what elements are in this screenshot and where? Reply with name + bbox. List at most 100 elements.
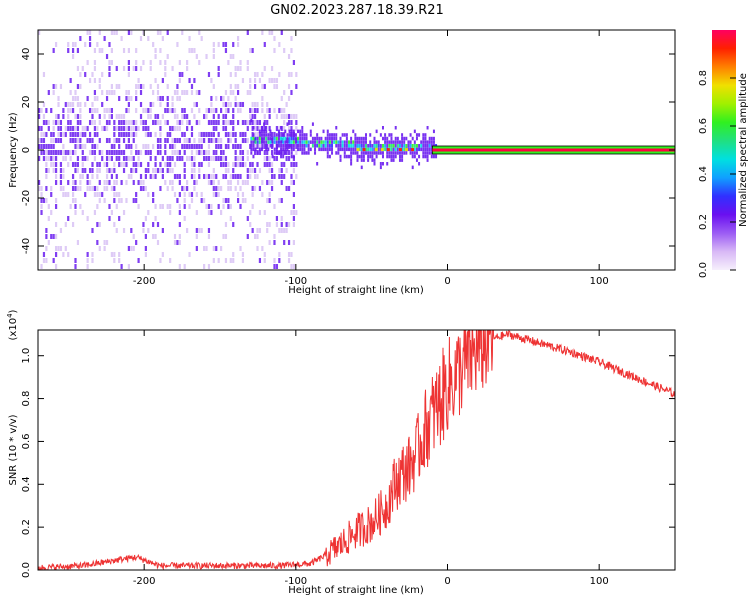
heatmap-cell: [283, 114, 286, 119]
heatmap-cell: [69, 204, 72, 209]
heatmap-cell: [193, 78, 196, 83]
heatmap-cell: [59, 186, 63, 191]
heatmap-cell: [285, 102, 288, 107]
heatmap-cell: [93, 210, 97, 215]
heatmap-cell: [249, 120, 252, 125]
heatmap-cell: [316, 144, 319, 148]
heatmap-cell: [198, 168, 201, 173]
heatmap-cell: [292, 240, 295, 245]
heatmap-cell: [249, 90, 252, 95]
heatmap-cell: [122, 120, 126, 125]
heatmap-cell: [205, 54, 208, 59]
heatmap-cell: [149, 84, 152, 89]
heatmap-cell: [57, 138, 60, 143]
heatmap-cell: [278, 228, 281, 233]
heatmap-cell: [392, 140, 395, 144]
heatmap-cell: [183, 114, 186, 119]
heatmap-cell: [57, 246, 60, 251]
heatmap-cell: [122, 132, 126, 137]
heatmap-cell: [54, 150, 58, 155]
heatmap-cell: [381, 136, 384, 141]
heatmap-cell: [188, 252, 191, 257]
heatmap-cell: [120, 126, 123, 131]
heatmap-cell: [249, 84, 252, 89]
heatmap-cell: [178, 72, 181, 77]
heatmap-cell: [401, 136, 404, 141]
heatmap-cell: [362, 148, 366, 152]
heatmap-cell: [295, 72, 298, 77]
heatmap-cell: [122, 114, 126, 119]
heatmap-cell: [130, 132, 133, 137]
heatmap-cell: [273, 136, 276, 141]
heatmap-cell: [186, 186, 189, 191]
heatmap-cell: [251, 186, 254, 191]
heatmap-cell: [407, 147, 410, 152]
heatmap-cell: [169, 108, 172, 113]
heatmap-cell: [52, 168, 55, 173]
heatmap-cell: [96, 144, 99, 149]
heatmap-cell: [103, 198, 106, 203]
heatmap-cell: [234, 156, 237, 161]
heatmap-cell: [283, 120, 286, 125]
heatmap-cell: [309, 133, 312, 137]
heatmap-cell: [268, 114, 271, 119]
heatmap-cell: [67, 42, 70, 47]
heatmap-cell: [190, 168, 194, 173]
heatmap-cell: [350, 158, 353, 162]
heatmap-cell: [127, 66, 130, 71]
heatmap-cell: [40, 138, 43, 143]
heatmap-cell: [188, 48, 191, 53]
heatmap-cell: [154, 174, 157, 179]
heatmap-cell: [358, 136, 361, 141]
heatmap-cell: [246, 168, 249, 173]
heatmap-cell: [217, 72, 220, 77]
heatmap-cell: [270, 162, 274, 167]
heatmap-cell: [169, 180, 172, 185]
heatmap-cell: [152, 174, 155, 179]
heatmap-cell: [118, 114, 121, 119]
heatmap-cell: [42, 144, 46, 149]
heatmap-cell: [45, 108, 48, 113]
heatmap-cell: [337, 144, 340, 148]
heatmap-cell: [149, 108, 152, 113]
heatmap-cell: [258, 120, 262, 125]
heatmap-cell: [38, 138, 41, 143]
heatmap-cell: [401, 140, 404, 144]
heatmap-cell: [193, 48, 196, 53]
heatmap-cell: [169, 204, 172, 209]
heatmap-cell: [339, 147, 342, 152]
heatmap-cell: [142, 120, 145, 125]
heatmap-cell: [110, 186, 113, 191]
heatmap-cell: [236, 156, 240, 161]
heatmap-cell: [215, 108, 218, 113]
heatmap-cell: [283, 240, 286, 245]
heatmap-cell: [91, 174, 94, 179]
heatmap-cell: [241, 102, 245, 107]
heatmap-cell: [183, 144, 186, 149]
heatmap-cell: [384, 147, 387, 152]
heatmap-cell: [326, 147, 329, 152]
heatmap-cell: [215, 246, 218, 251]
heatmap-cell: [311, 122, 314, 126]
heatmap-cell: [263, 133, 266, 137]
heatmap-cell: [290, 162, 293, 167]
heatmap-cell: [290, 136, 293, 141]
heatmap-cell: [203, 150, 206, 155]
heatmap-cell: [275, 216, 279, 221]
heatmap-cell: [81, 126, 84, 131]
heatmap-cell: [280, 147, 283, 152]
heatmap-cell: [108, 60, 111, 65]
heatmap-cell: [215, 120, 218, 125]
heatmap-cell: [258, 168, 262, 173]
heatmap-cell: [50, 234, 53, 239]
heatmap-cell: [350, 162, 353, 166]
heatmap-cell: [263, 126, 266, 131]
heatmap-cell: [381, 151, 384, 155]
heatmap-cell: [67, 162, 70, 167]
heatmap-cell: [142, 180, 145, 185]
heatmap-cell: [74, 114, 77, 119]
heatmap-cell: [127, 156, 130, 161]
heatmap-cell: [251, 114, 254, 119]
heatmap-cell: [212, 42, 215, 47]
heatmap-cell: [292, 60, 295, 65]
